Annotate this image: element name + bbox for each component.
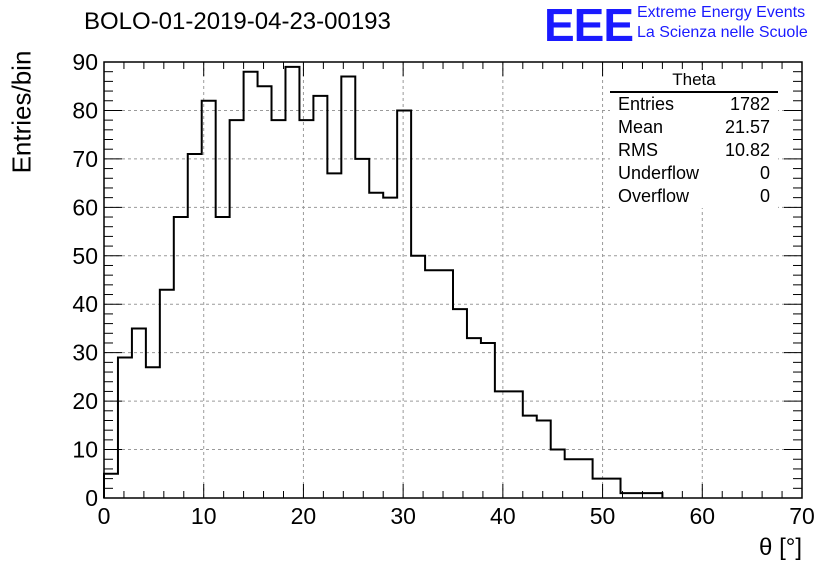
stats-label: Underflow xyxy=(618,163,700,183)
histogram-bin xyxy=(523,416,537,498)
y-tick-label: 60 xyxy=(72,194,98,220)
histogram-bin xyxy=(495,391,509,498)
histogram-bin xyxy=(411,256,425,498)
stats-value: 21.57 xyxy=(724,117,770,137)
histogram-bin xyxy=(313,96,327,498)
histogram-bin xyxy=(285,67,299,498)
histogram-bin xyxy=(174,217,188,498)
x-tick-label: 30 xyxy=(390,503,416,529)
histogram-bin xyxy=(467,338,481,498)
histogram-bin xyxy=(481,343,495,498)
histogram-bin xyxy=(299,120,313,498)
histogram-bin xyxy=(369,193,383,498)
histogram-bin xyxy=(327,173,341,498)
histogram-bin xyxy=(607,479,621,498)
histogram-bin xyxy=(216,217,230,498)
stats-label: Mean xyxy=(618,117,664,137)
histogram-bin xyxy=(202,101,216,498)
logo-caption-line2: La Scienza nelle Scuole xyxy=(637,24,808,41)
histogram-bin xyxy=(272,120,286,498)
chart-title: BOLO-01-2019-04-23-00193 xyxy=(84,8,391,35)
histogram-bin xyxy=(188,154,202,498)
y-tick-label: 70 xyxy=(72,146,98,172)
y-tick-label: 30 xyxy=(72,340,98,366)
histogram-bin xyxy=(593,479,607,498)
x-tick-label: 50 xyxy=(590,503,616,529)
histogram-bin xyxy=(537,420,551,498)
histogram-bin xyxy=(453,309,467,498)
histogram-bin xyxy=(509,391,523,498)
y-tick-label: 0 xyxy=(85,485,98,511)
histogram-bin xyxy=(160,290,174,498)
stats-value: 1782 xyxy=(729,94,770,114)
histogram-bin xyxy=(551,450,565,498)
stats-row-rms: RMS 10.82 xyxy=(610,139,778,162)
stats-title: Theta xyxy=(610,70,778,93)
stats-row-overflow: Overflow 0 xyxy=(610,185,778,208)
histogram-bin xyxy=(258,86,272,498)
histogram-bin xyxy=(244,72,258,498)
histogram-bin xyxy=(341,77,355,498)
y-axis-label: Entries/bin xyxy=(6,50,37,174)
histogram-bin xyxy=(439,270,453,498)
histogram-bin xyxy=(397,110,411,498)
x-tick-label: 40 xyxy=(490,503,516,529)
histogram-bin xyxy=(579,459,593,498)
y-tick-label: 20 xyxy=(72,388,98,414)
stats-row-mean: Mean 21.57 xyxy=(610,116,778,139)
y-tick-label: 90 xyxy=(72,49,98,75)
y-tick-label: 40 xyxy=(72,291,98,317)
stats-value: 0 xyxy=(759,186,770,206)
stats-label: Overflow xyxy=(618,186,690,206)
y-tick-label: 10 xyxy=(72,437,98,463)
logo-caption: Extreme Energy Events La Scienza nelle S… xyxy=(637,3,808,43)
histogram-bin xyxy=(118,358,132,498)
histogram-series-line xyxy=(103,65,664,498)
histogram-bin xyxy=(132,328,146,498)
y-tick-label: 80 xyxy=(72,97,98,123)
eee-logo: EEE xyxy=(544,0,634,51)
stats-label: RMS xyxy=(618,140,658,160)
histogram-bin xyxy=(146,367,160,498)
histogram-bin xyxy=(355,159,369,498)
histogram-bin xyxy=(425,270,439,498)
histogram-bin xyxy=(230,120,244,498)
x-axis-label: θ [°] xyxy=(759,534,802,561)
stats-label: Entries xyxy=(618,94,675,114)
stats-row-entries: Entries 1782 xyxy=(610,93,778,116)
plot-frame xyxy=(103,61,803,499)
stats-value: 10.82 xyxy=(724,140,770,160)
x-tick-label: 20 xyxy=(291,503,317,529)
x-tick-label: 60 xyxy=(689,503,715,529)
histogram-bin xyxy=(383,198,397,498)
stats-value: 0 xyxy=(759,163,770,183)
logo-caption-line1: Extreme Energy Events xyxy=(637,4,806,21)
stats-box: Theta Entries 1782 Mean 21.57 RMS 10.82 … xyxy=(610,70,778,208)
stats-row-underflow: Underflow 0 xyxy=(610,162,778,185)
histogram-bin xyxy=(104,474,118,498)
histogram-bin xyxy=(565,459,579,498)
y-tick-label: 50 xyxy=(72,243,98,269)
x-tick-label: 10 xyxy=(191,503,217,529)
x-tick-label: 0 xyxy=(98,503,111,529)
x-tick-label: 70 xyxy=(789,503,815,529)
